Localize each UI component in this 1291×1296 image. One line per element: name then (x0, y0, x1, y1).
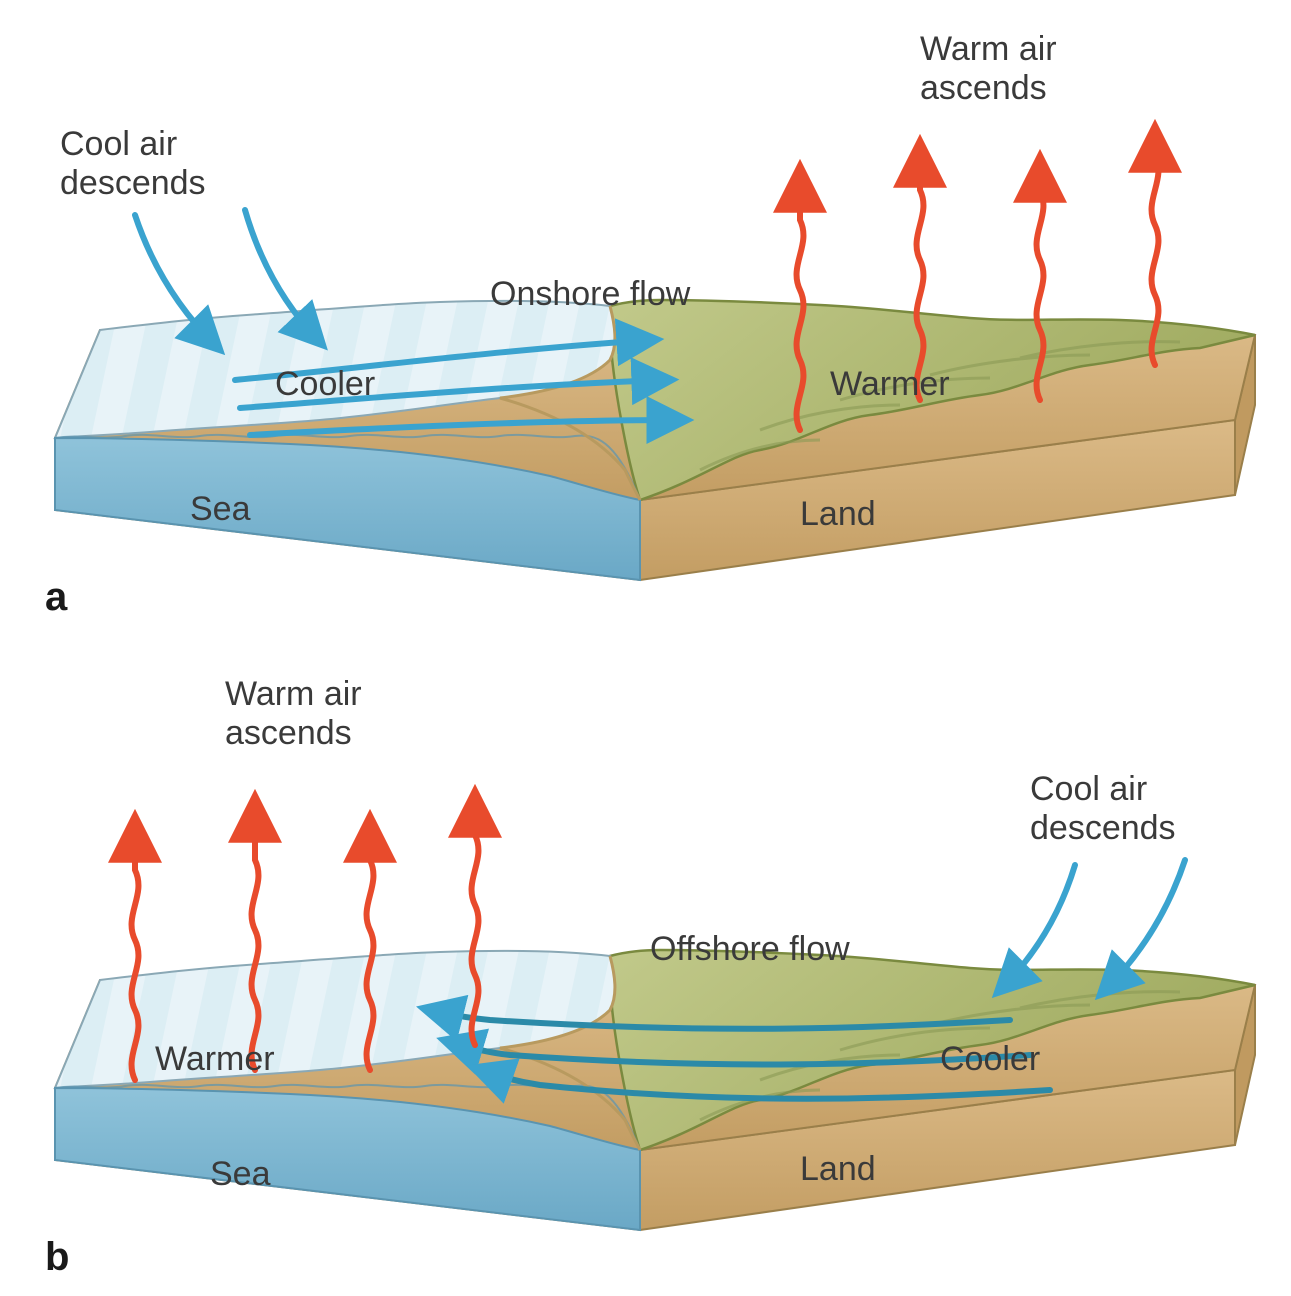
label-land-a: Land (800, 495, 876, 533)
panel-a: Cool airdescends Warm airascends Onshore… (45, 30, 1255, 619)
label-sea-a: Sea (190, 490, 251, 528)
label-flow-b: Offshore flow (650, 930, 850, 968)
label-sea-temp-a: Cooler (275, 365, 375, 403)
label-land-b: Land (800, 1150, 876, 1188)
label-cool-descends-a: Cool airdescends (60, 125, 206, 202)
panel-b: Warm airascends Cool airdescends Offshor… (45, 675, 1255, 1279)
diagram-container: Cool airdescends Warm airascends Onshore… (0, 0, 1291, 1296)
label-warm-ascends-b: Warm airascends (225, 675, 362, 752)
block-a (55, 300, 1255, 580)
panel-letter-b: b (45, 1235, 69, 1279)
label-sea-b: Sea (210, 1155, 271, 1193)
label-land-temp-a: Warmer (830, 365, 950, 403)
breeze-diagram-svg: Cool airdescends Warm airascends Onshore… (0, 0, 1291, 1296)
label-warm-ascends-a: Warm airascends (920, 30, 1057, 107)
label-sea-temp-b: Warmer (155, 1040, 275, 1078)
panel-letter-a: a (45, 575, 68, 619)
label-land-temp-b: Cooler (940, 1040, 1040, 1078)
label-flow-a: Onshore flow (490, 275, 691, 313)
label-cool-descends-b: Cool airdescends (1030, 770, 1176, 847)
